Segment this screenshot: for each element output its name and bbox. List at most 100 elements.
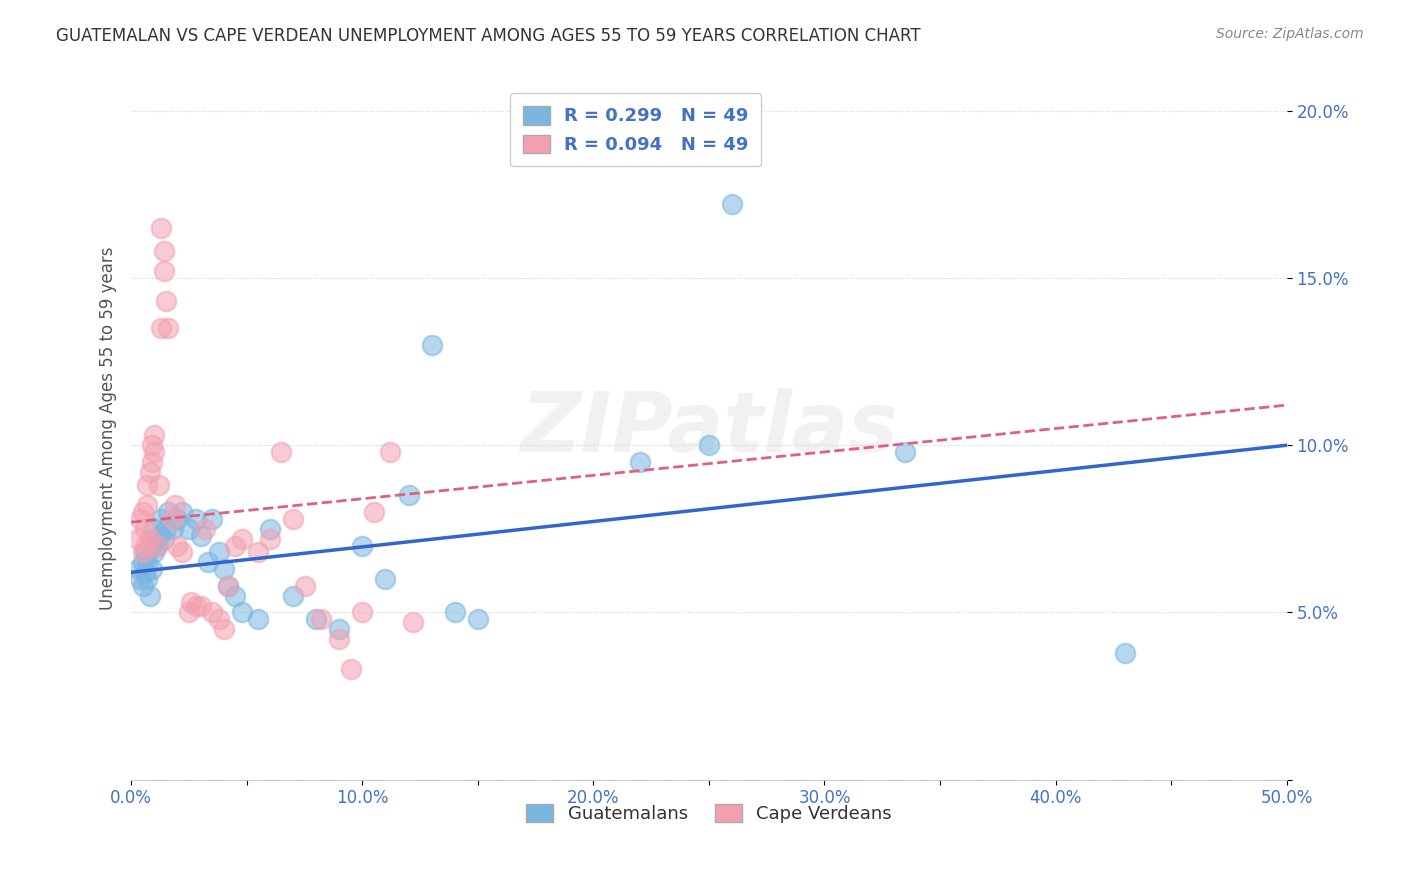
Point bbox=[467, 612, 489, 626]
Point bbox=[721, 197, 744, 211]
Point bbox=[134, 522, 156, 536]
Point bbox=[363, 505, 385, 519]
Point bbox=[157, 321, 180, 335]
Point bbox=[197, 555, 219, 569]
Point bbox=[148, 478, 170, 492]
Point bbox=[352, 539, 374, 553]
Point bbox=[143, 545, 166, 559]
Point bbox=[138, 589, 160, 603]
Point bbox=[398, 488, 420, 502]
Point bbox=[138, 465, 160, 479]
Point bbox=[150, 220, 173, 235]
Point bbox=[697, 438, 720, 452]
Point bbox=[138, 539, 160, 553]
Point bbox=[150, 321, 173, 335]
Point bbox=[136, 555, 159, 569]
Point bbox=[352, 606, 374, 620]
Point bbox=[134, 566, 156, 580]
Point bbox=[165, 499, 187, 513]
Point bbox=[134, 545, 156, 559]
Point bbox=[217, 579, 239, 593]
Point bbox=[141, 455, 163, 469]
Point bbox=[127, 562, 149, 576]
Point bbox=[150, 512, 173, 526]
Point bbox=[378, 445, 401, 459]
Point bbox=[247, 545, 270, 559]
Point bbox=[374, 572, 396, 586]
Point bbox=[224, 539, 246, 553]
Point bbox=[201, 512, 224, 526]
Point bbox=[328, 622, 350, 636]
Point bbox=[157, 505, 180, 519]
Point bbox=[339, 662, 361, 676]
Point bbox=[152, 264, 174, 278]
Point bbox=[136, 499, 159, 513]
Point bbox=[172, 545, 194, 559]
Point bbox=[166, 539, 188, 553]
Point bbox=[129, 512, 152, 526]
Point bbox=[259, 532, 281, 546]
Point bbox=[134, 539, 156, 553]
Point bbox=[305, 612, 328, 626]
Legend: Guatemalans, Cape Verdeans: Guatemalans, Cape Verdeans bbox=[515, 793, 903, 834]
Point bbox=[328, 632, 350, 647]
Point bbox=[212, 622, 235, 636]
Text: ZIPatlas: ZIPatlas bbox=[520, 388, 898, 469]
Point bbox=[177, 606, 200, 620]
Point bbox=[152, 244, 174, 259]
Point bbox=[155, 522, 177, 536]
Point bbox=[132, 555, 155, 569]
Point bbox=[180, 595, 202, 609]
Point bbox=[281, 512, 304, 526]
Point bbox=[184, 512, 207, 526]
Point bbox=[136, 478, 159, 492]
Point bbox=[141, 562, 163, 576]
Point bbox=[143, 522, 166, 536]
Point bbox=[162, 522, 184, 536]
Point bbox=[443, 606, 465, 620]
Point bbox=[194, 522, 217, 536]
Point bbox=[309, 612, 332, 626]
Point bbox=[145, 539, 167, 553]
Point bbox=[141, 438, 163, 452]
Point bbox=[184, 599, 207, 613]
Point bbox=[143, 428, 166, 442]
Point bbox=[894, 445, 917, 459]
Point bbox=[129, 572, 152, 586]
Point bbox=[1114, 646, 1136, 660]
Point bbox=[208, 545, 231, 559]
Y-axis label: Unemployment Among Ages 55 to 59 years: Unemployment Among Ages 55 to 59 years bbox=[100, 247, 117, 610]
Point bbox=[294, 579, 316, 593]
Point bbox=[212, 562, 235, 576]
Point bbox=[177, 522, 200, 536]
Point bbox=[224, 589, 246, 603]
Point bbox=[420, 338, 443, 352]
Point bbox=[136, 572, 159, 586]
Point bbox=[166, 512, 188, 526]
Point bbox=[155, 294, 177, 309]
Point bbox=[231, 606, 253, 620]
Point bbox=[152, 532, 174, 546]
Point bbox=[628, 455, 651, 469]
Point bbox=[259, 522, 281, 536]
Point bbox=[402, 615, 425, 630]
Point bbox=[247, 612, 270, 626]
Point bbox=[217, 579, 239, 593]
Point bbox=[132, 579, 155, 593]
Point bbox=[190, 528, 212, 542]
Point bbox=[132, 545, 155, 559]
Point bbox=[201, 606, 224, 620]
Point bbox=[138, 532, 160, 546]
Point bbox=[281, 589, 304, 603]
Text: GUATEMALAN VS CAPE VERDEAN UNEMPLOYMENT AMONG AGES 55 TO 59 YEARS CORRELATION CH: GUATEMALAN VS CAPE VERDEAN UNEMPLOYMENT … bbox=[56, 27, 921, 45]
Point bbox=[162, 512, 184, 526]
Point bbox=[132, 505, 155, 519]
Point bbox=[141, 532, 163, 546]
Point bbox=[208, 612, 231, 626]
Point bbox=[145, 539, 167, 553]
Point bbox=[143, 445, 166, 459]
Point bbox=[190, 599, 212, 613]
Point bbox=[270, 445, 292, 459]
Text: Source: ZipAtlas.com: Source: ZipAtlas.com bbox=[1216, 27, 1364, 41]
Point bbox=[231, 532, 253, 546]
